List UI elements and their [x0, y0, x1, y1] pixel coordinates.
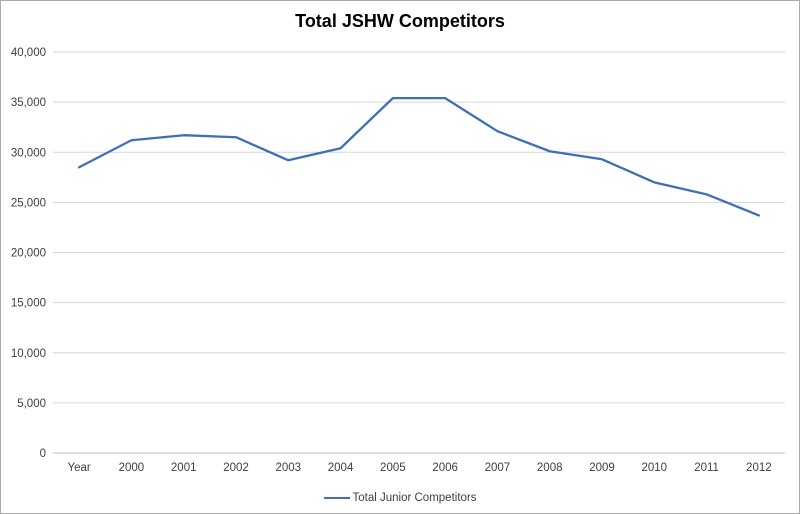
x-axis-label: 2002 [223, 462, 249, 474]
x-axis-label: 2008 [537, 462, 563, 474]
legend-label: Total Junior Competitors [352, 492, 477, 504]
y-axis-label: 5,000 [17, 398, 46, 410]
x-axis-label: 2011 [694, 462, 719, 474]
x-axis-label: 2001 [171, 462, 197, 474]
legend-line-swatch [323, 496, 350, 500]
y-axis-label: 40,000 [11, 47, 46, 59]
y-axis-label: 15,000 [11, 298, 46, 310]
x-axis-label: 2000 [119, 462, 145, 474]
chart-title: Total JSHW Competitors [295, 11, 505, 31]
y-axis-label: 0 [40, 448, 46, 460]
x-axis-label: 2004 [328, 462, 354, 474]
x-axis-label: 2006 [432, 462, 458, 474]
y-axis-label: 30,000 [11, 147, 46, 159]
x-axis-label: 2007 [485, 462, 511, 474]
x-axis-label: 2010 [641, 462, 667, 474]
x-axis-label: 2003 [275, 462, 301, 474]
series-line-total-junior-competitors [77, 96, 761, 217]
y-axis-label: 20,000 [11, 248, 46, 260]
x-axis-label: 2012 [746, 462, 772, 474]
x-axis-label: 2009 [589, 462, 615, 474]
x-axis-label: Year [68, 462, 91, 474]
y-axis-label: 35,000 [11, 97, 46, 109]
y-axis-label: 10,000 [11, 348, 46, 360]
legend: Total Junior Competitors [1, 492, 799, 504]
x-axis-label: 2005 [380, 462, 406, 474]
y-axis-label: 25,000 [11, 197, 46, 209]
